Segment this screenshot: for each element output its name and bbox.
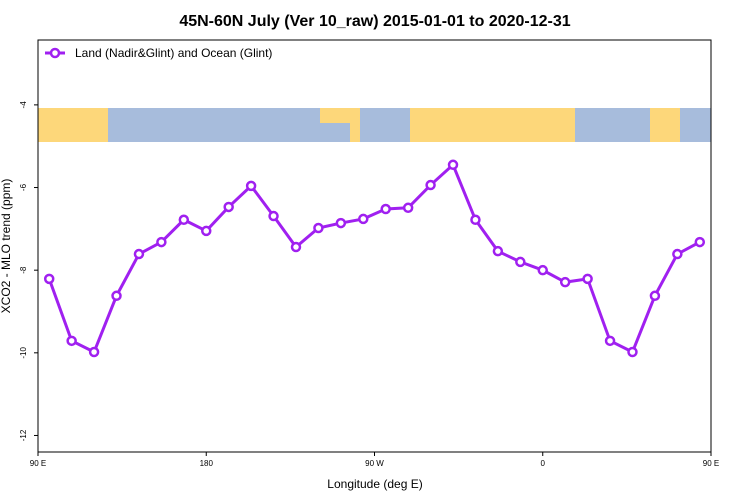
chart-title: 45N-60N July (Ver 10_raw) 2015-01-01 to … — [179, 13, 570, 30]
point — [492, 245, 504, 257]
point — [604, 335, 616, 347]
point — [313, 222, 324, 234]
point — [672, 248, 683, 260]
point — [111, 290, 122, 302]
point — [649, 290, 661, 302]
series-line — [47, 162, 701, 355]
point — [470, 214, 481, 226]
point — [66, 335, 77, 347]
y-tick-label: -4 — [19, 101, 28, 109]
map-band — [38, 108, 711, 142]
point — [537, 264, 548, 276]
point — [223, 201, 234, 213]
point — [447, 159, 459, 171]
x-tick-label: 90 E — [30, 459, 46, 468]
point — [335, 217, 347, 229]
y-tick-label: -12 — [19, 429, 28, 441]
y-tick-label: -6 — [19, 183, 28, 191]
point — [156, 236, 167, 248]
point — [627, 346, 638, 358]
point — [43, 273, 55, 285]
point — [425, 179, 436, 191]
x-tick-label: 90 W — [365, 459, 384, 468]
point — [290, 241, 302, 253]
x-tick-label: 90 E — [703, 459, 719, 468]
plot-frame — [37, 39, 712, 453]
point — [559, 276, 571, 288]
point — [358, 213, 369, 225]
point — [133, 248, 145, 260]
legend-marker — [49, 47, 61, 59]
point — [402, 202, 414, 214]
x-tick-label: 0 — [541, 459, 546, 468]
point — [582, 273, 593, 285]
y-tick-label: -10 — [19, 346, 28, 358]
point — [515, 256, 526, 268]
point — [268, 210, 279, 222]
point — [380, 203, 391, 215]
point — [178, 214, 190, 226]
point — [88, 346, 100, 358]
y-tick-label: -8 — [19, 266, 28, 274]
x-tick-label: 180 — [200, 459, 214, 468]
y-axis-label: XCO2 - MLO trend (ppm) — [0, 179, 13, 314]
point — [694, 236, 706, 248]
legend-label: Land (Nadir&Glint) and Ocean (Glint) — [75, 46, 272, 60]
point — [201, 225, 212, 237]
x-axis-label: Longitude (deg E) — [327, 477, 422, 491]
point — [245, 180, 257, 192]
